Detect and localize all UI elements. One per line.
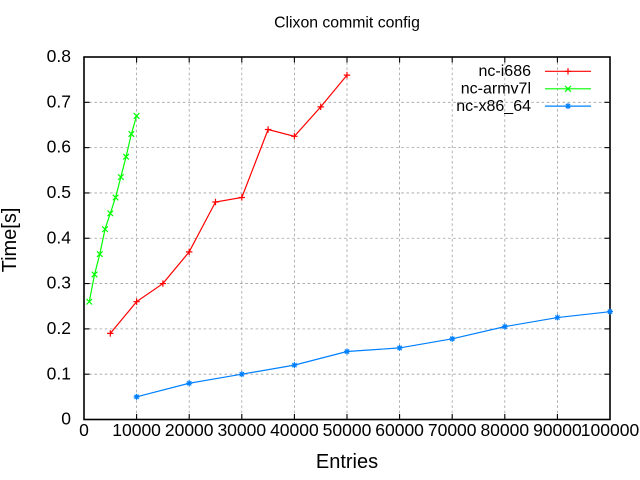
svg-text:0: 0	[61, 409, 71, 429]
svg-text:Clixon commit config: Clixon commit config	[274, 15, 420, 32]
svg-text:nc-x86_64: nc-x86_64	[456, 98, 531, 115]
svg-text:20000: 20000	[165, 420, 214, 440]
svg-text:Entries: Entries	[316, 451, 378, 473]
svg-text:80000: 80000	[480, 420, 529, 440]
svg-text:0.6: 0.6	[47, 137, 71, 157]
svg-text:0.7: 0.7	[47, 91, 71, 111]
svg-text:60000: 60000	[375, 420, 424, 440]
svg-text:Time[s]: Time[s]	[0, 208, 21, 273]
svg-text:0.3: 0.3	[47, 273, 71, 293]
svg-text:0.2: 0.2	[47, 318, 71, 338]
svg-text:0: 0	[79, 420, 89, 440]
svg-text:30000: 30000	[217, 420, 266, 440]
svg-text:nc-armv7l: nc-armv7l	[461, 81, 531, 98]
svg-text:nc-i686: nc-i686	[479, 63, 532, 80]
svg-text:90000: 90000	[533, 420, 582, 440]
svg-text:50000: 50000	[323, 420, 372, 440]
svg-text:0.4: 0.4	[47, 227, 72, 247]
svg-text:0.1: 0.1	[47, 363, 71, 383]
svg-text:0.5: 0.5	[47, 182, 71, 202]
svg-text:100000: 100000	[581, 420, 640, 440]
svg-text:10000: 10000	[112, 420, 161, 440]
svg-text:70000: 70000	[428, 420, 477, 440]
svg-text:0.8: 0.8	[47, 46, 71, 66]
svg-text:40000: 40000	[270, 420, 319, 440]
